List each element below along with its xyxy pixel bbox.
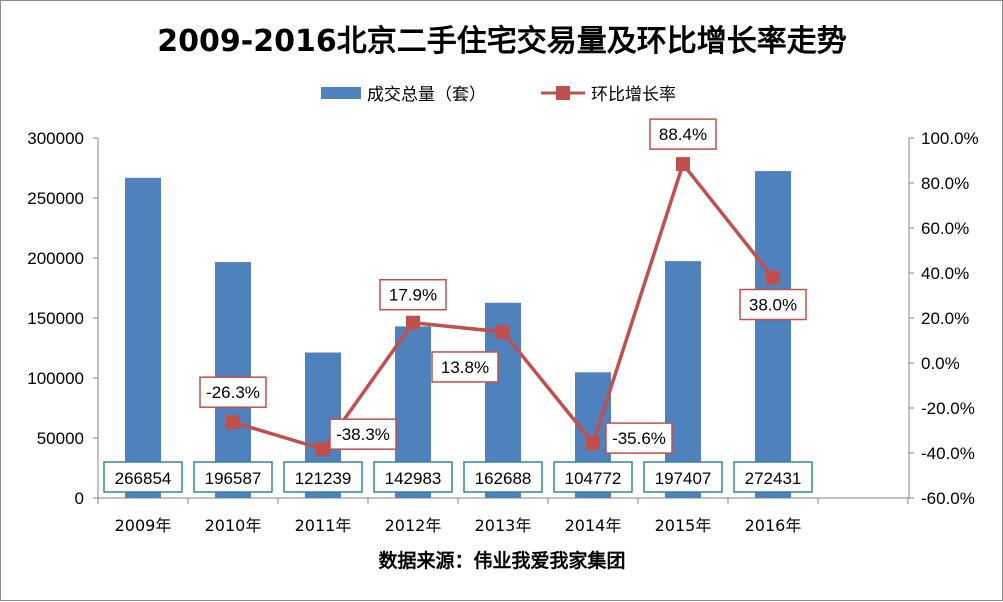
data-source: 数据来源：伟业我爱我家集团	[378, 549, 625, 572]
bar-value-label: 266854	[115, 469, 172, 488]
bar-value-label-box	[643, 461, 723, 493]
y-right-tick-label: 100.0%	[921, 129, 979, 148]
line-value-label-box	[739, 288, 807, 321]
line-marker	[316, 442, 330, 457]
x-tick-label: 2009年	[115, 516, 172, 535]
line-value-label: -35.6%	[612, 429, 666, 448]
line-value-label: -26.3%	[206, 383, 260, 402]
bar	[125, 177, 161, 498]
y-right-tick-label: -60.0%	[921, 489, 975, 508]
bar	[665, 261, 701, 498]
bar-value-label-box	[193, 461, 273, 493]
legend: 成交总量（套） 环比增长率	[321, 85, 676, 105]
line-marker	[496, 324, 510, 339]
line-value-label: 17.9%	[389, 286, 437, 305]
bar-value-label-box	[103, 461, 183, 493]
x-tick-label: 2016年	[745, 516, 802, 535]
y-left-tick-label: 300000	[27, 129, 84, 148]
y-right-tick-label: 40.0%	[921, 264, 969, 283]
bar-value-label: 162688	[475, 469, 532, 488]
line-marker	[406, 315, 420, 330]
y-right-tick-label: -20.0%	[921, 399, 975, 418]
x-tick-label: 2015年	[655, 516, 712, 535]
y-left-tick-label: 250000	[27, 189, 84, 208]
x-tick-label: 2014年	[565, 516, 622, 535]
line-marker	[226, 415, 240, 430]
bar	[755, 171, 791, 498]
bar-value-label-box	[733, 461, 813, 493]
plot-area: 0 50000 100000 150000 200000 250000 300000 -60.…	[27, 118, 979, 535]
y-right-tick-label: 60.0%	[921, 219, 969, 238]
bar-value-label-box	[463, 461, 543, 493]
line-value-label: 88.4%	[659, 125, 707, 144]
legend-bar-label: 成交总量（套）	[367, 85, 486, 105]
bar-value-label: 104772	[565, 469, 622, 488]
line-value-label-box	[431, 351, 499, 383]
line-value-label-box	[379, 278, 447, 311]
y-right-tick-label: 0.0%	[921, 354, 960, 373]
legend-bar-swatch	[321, 87, 361, 99]
bar-value-label-box	[283, 461, 363, 493]
y-left-tick-label: 100000	[27, 369, 84, 388]
line-marker	[676, 157, 690, 172]
y-left-tick-label: 50000	[37, 429, 84, 448]
y-left-tick-label: 200000	[27, 249, 84, 268]
y-left-tick-label: 0	[75, 489, 84, 508]
line-marker	[766, 270, 780, 285]
line-value-label-box	[329, 418, 397, 450]
bar-value-label: 197407	[655, 469, 712, 488]
line-value-label-box	[649, 118, 717, 150]
x-tick-label: 2011年	[295, 516, 352, 535]
legend-line-marker	[556, 86, 570, 100]
line-value-label-box	[605, 422, 673, 454]
x-tick-label: 2013年	[475, 516, 532, 535]
y-left-tick-label: 150000	[27, 309, 84, 328]
bar-value-label-box	[553, 461, 633, 493]
bar-value-label-box	[373, 461, 453, 493]
y-right-tick-label: 20.0%	[921, 309, 969, 328]
line-marker	[586, 436, 600, 451]
chart-title: 2009-2016北京二手住宅交易量及环比增长率走势	[157, 24, 846, 59]
bar-value-label: 121239	[295, 469, 352, 488]
y-right-tick-label: -40.0%	[921, 444, 975, 463]
legend-line-label: 环比增长率	[591, 85, 676, 105]
bar-value-label: 196587	[205, 469, 262, 488]
line-value-label-box	[199, 376, 267, 408]
line-value-label: 13.8%	[441, 358, 489, 377]
line-value-label: 38.0%	[749, 296, 797, 315]
x-tick-label: 2012年	[385, 516, 442, 535]
x-tick-label: 2010年	[205, 516, 262, 535]
bar-value-label: 272431	[745, 469, 802, 488]
bar-value-label: 142983	[385, 469, 442, 488]
line-value-label: -38.3%	[336, 425, 390, 444]
y-right-tick-label: 80.0%	[921, 174, 969, 193]
